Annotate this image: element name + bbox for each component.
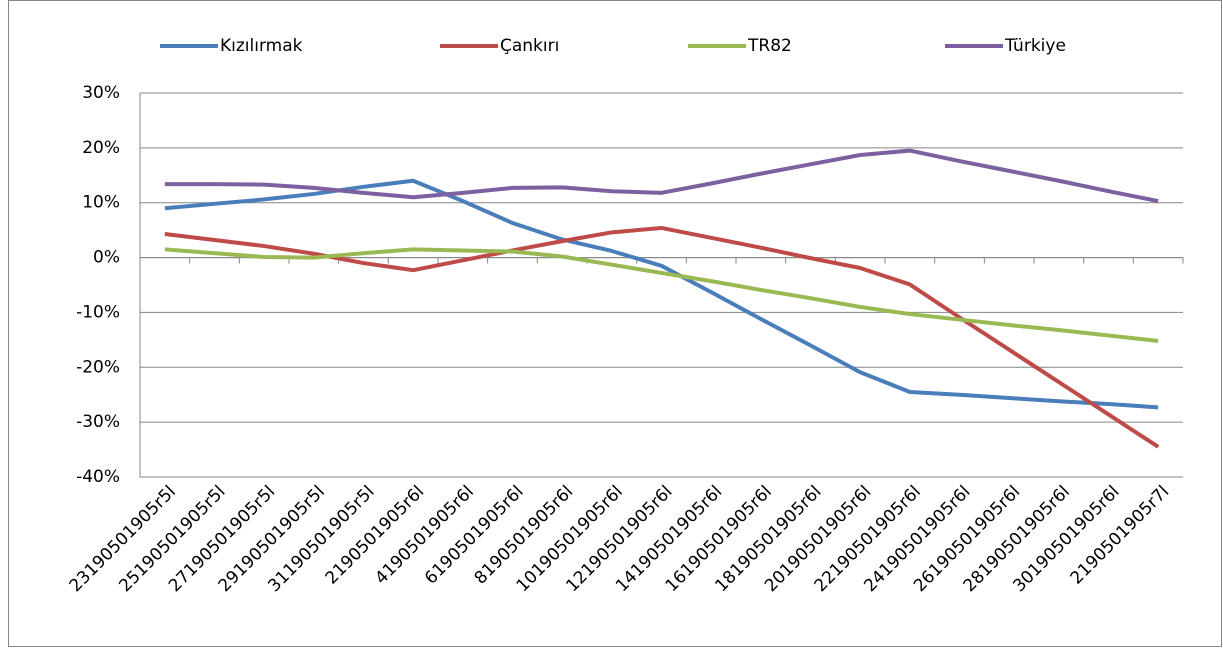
y-tick-label: -20% xyxy=(76,357,120,377)
legend-label: Kızılırmak xyxy=(220,36,303,56)
series-line xyxy=(164,247,1159,343)
legend-label: TR82 xyxy=(747,36,792,56)
series-line xyxy=(164,178,1159,410)
y-tick-label: 30% xyxy=(82,83,120,103)
y-tick-label: -40% xyxy=(76,467,120,487)
chart-border xyxy=(8,0,1222,647)
y-tick-label: 10% xyxy=(82,193,120,213)
series-line xyxy=(164,148,1159,204)
y-tick-label: -30% xyxy=(76,412,120,432)
legend-label: Çankırı xyxy=(500,36,559,56)
y-tick-label: -10% xyxy=(76,302,120,322)
legend-label: Türkiye xyxy=(1004,36,1066,56)
y-tick-label: 0% xyxy=(93,248,120,268)
y-tick-label: 20% xyxy=(82,138,120,158)
